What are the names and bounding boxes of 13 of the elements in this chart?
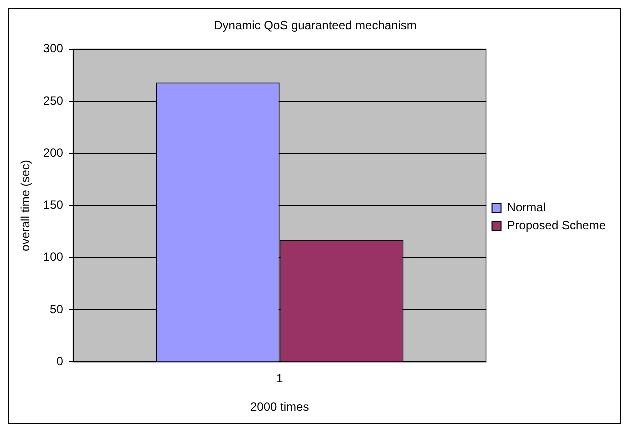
y-tick-label: 250 [43,94,64,108]
y-tick-label: 150 [43,198,64,212]
y-tick-label: 50 [50,302,64,316]
y-tick-label: 0 [56,354,64,369]
y-tick-label: 100 [43,250,64,264]
y-axis-title: overall time (sec) [18,160,33,252]
chart-title: Dynamic QoS guaranteed mechanism [214,18,417,33]
x-axis-title: 2000 times [250,400,310,414]
y-tick-label: 300 [43,42,64,56]
x-tick-label: 1 [276,372,284,386]
y-tick-label: 200 [43,146,64,160]
legend-label: Normal [507,200,546,214]
legend-label: Proposed Scheme [507,218,606,232]
